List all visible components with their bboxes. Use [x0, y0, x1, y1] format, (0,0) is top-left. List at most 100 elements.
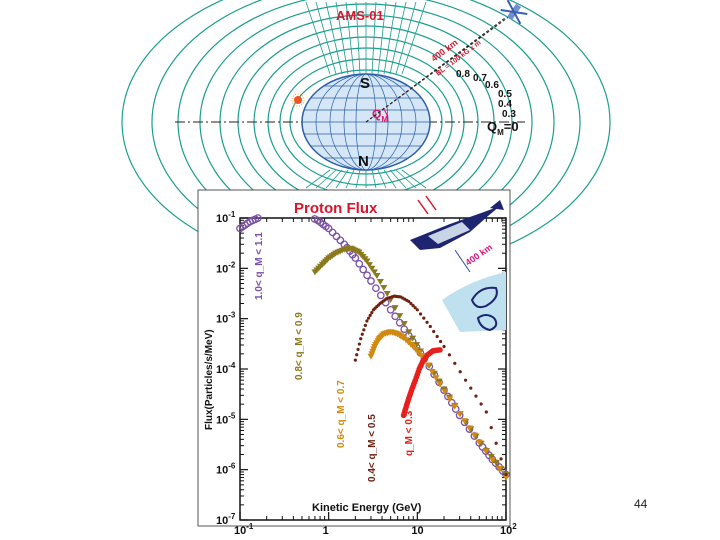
qm-zero-label: QM=0 [487, 119, 519, 137]
data-point [359, 265, 368, 274]
field-line [355, 1, 361, 75]
x-tick-label: 1 [323, 525, 329, 537]
field-line [377, 169, 387, 189]
data-point [424, 362, 432, 369]
data-point [447, 398, 456, 407]
data-point [370, 269, 378, 276]
data-point [487, 454, 495, 461]
data-point [489, 426, 493, 430]
series-label: 0.8< q_M < 0.9 [294, 312, 305, 380]
field-line [401, 169, 427, 189]
data-point [409, 301, 413, 306]
data-point [372, 284, 380, 293]
data-point [442, 344, 446, 349]
data-point [492, 460, 500, 467]
field-line [315, 1, 337, 75]
y-tick-label: 10-7 [216, 512, 236, 527]
data-point [365, 319, 369, 323]
data-point [489, 457, 497, 464]
data-point [415, 308, 419, 312]
contour-label: 0.6 [485, 80, 499, 91]
data-point [495, 466, 503, 473]
data-point [368, 313, 372, 317]
data-point [380, 285, 388, 292]
series-label: 1.0< q_M < 1.1 [254, 232, 265, 300]
data-point [469, 386, 473, 390]
data-point [463, 378, 468, 382]
data-point [328, 228, 337, 237]
contour-label: 0.5 [498, 89, 512, 100]
data-point [383, 291, 391, 298]
field-line [335, 1, 349, 75]
data-point [447, 353, 452, 357]
field-line [395, 1, 417, 75]
data-point [432, 375, 440, 382]
data-point [355, 259, 364, 268]
data-point [359, 337, 363, 341]
data-point [435, 334, 439, 339]
data-point [366, 316, 371, 320]
data-point [363, 258, 371, 265]
space-shuttle-icon [410, 195, 504, 250]
data-point [413, 306, 417, 310]
series-3 [353, 294, 508, 477]
data-point [376, 279, 384, 286]
data-point [409, 335, 417, 342]
data-point [368, 265, 376, 272]
data-point [465, 425, 473, 432]
field-line [377, 1, 387, 75]
data-point [370, 310, 374, 315]
data-point [405, 329, 413, 336]
field-line [345, 169, 355, 189]
series-label: q_M < 0.3 [404, 410, 415, 456]
data-point [411, 304, 415, 308]
field-line [345, 1, 355, 75]
data-point [438, 339, 443, 344]
data-point [482, 448, 490, 455]
data-point [363, 271, 371, 280]
north-pole-label: N [358, 153, 369, 170]
field-line [383, 1, 397, 75]
data-point [499, 457, 503, 461]
field-line [325, 169, 343, 189]
y-axis-label: Flux(Particles/s/MeV) [204, 329, 215, 430]
contour-label: 0.7 [473, 73, 487, 84]
data-point [355, 353, 359, 357]
axis-ticks: 10-1 1 10 102 10-1 10-2 10-3 10-4 10-5 10-6 10-7 [216, 210, 517, 537]
data-point [425, 320, 429, 324]
data-point [451, 403, 459, 410]
series-2 [367, 329, 510, 481]
field-line [389, 1, 407, 75]
data-point [453, 361, 457, 365]
data-point [422, 316, 426, 320]
data-point [356, 347, 360, 352]
data-point [458, 370, 462, 374]
data-point [353, 358, 357, 362]
y-tick-label: 10-4 [216, 361, 236, 376]
data-point [470, 432, 478, 439]
data-point [428, 324, 432, 329]
field-line [325, 1, 343, 75]
x-tick-label: 10 [411, 525, 423, 537]
inset-pointer [454, 249, 471, 273]
data-point [409, 343, 417, 350]
data-point [386, 305, 395, 314]
y-tick-label: 10-1 [216, 210, 236, 225]
field-line [395, 169, 417, 189]
data-point [415, 350, 423, 357]
data-point [474, 394, 478, 398]
data-point [484, 410, 488, 414]
panel-background [197, 189, 511, 527]
field-line [371, 1, 377, 75]
orbit-dashed-line [365, 17, 506, 123]
data-point [400, 321, 408, 328]
contour-label: 0.3 [502, 109, 516, 120]
data-point [437, 347, 443, 353]
data-point [336, 236, 345, 245]
field-line [371, 169, 377, 189]
longitude-line [315, 73, 417, 171]
field-line [305, 1, 331, 75]
data-point [446, 396, 454, 403]
data-point [461, 418, 469, 425]
